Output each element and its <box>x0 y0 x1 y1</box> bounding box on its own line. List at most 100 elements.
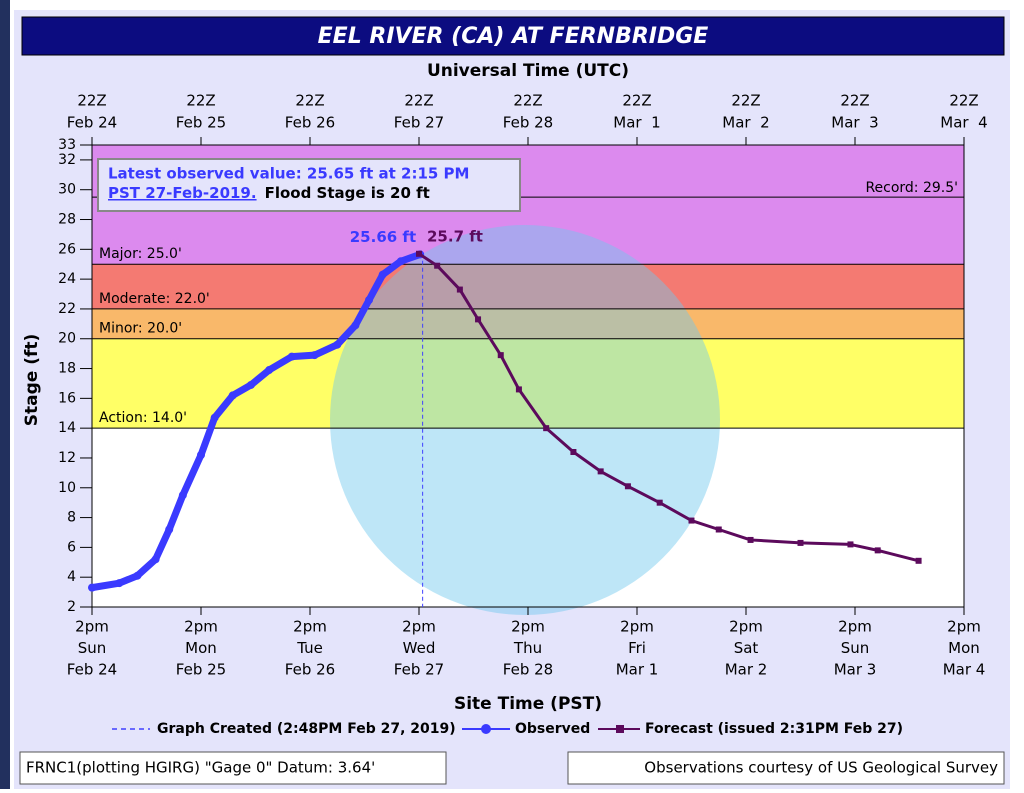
top-x-tick-label: Mar 3 <box>831 114 878 132</box>
x-tick-label: 2pm <box>511 618 545 636</box>
watermark <box>330 225 720 615</box>
forecast-point <box>570 449 577 456</box>
info-box <box>97 158 521 212</box>
observed-point <box>265 366 274 375</box>
footer-box <box>19 751 447 785</box>
flood-label: Moderate: 22.0' <box>99 291 210 307</box>
top-x-tick-label: Mar 2 <box>722 114 769 132</box>
chart-title: EEL RIVER (CA) AT FERNBRIDGE <box>318 24 709 49</box>
top-x-tick-label: 22Z <box>731 92 760 110</box>
top-x-tick-label: Mar 1 <box>613 114 660 132</box>
x-tick-label: Feb 27 <box>394 661 444 679</box>
top-x-tick-label: 22Z <box>840 92 869 110</box>
x-tick-label: Feb 26 <box>285 661 335 679</box>
x-tick-label: Mon <box>948 639 980 657</box>
x-tick-label: 2pm <box>402 618 436 636</box>
y-tick-label: 24 <box>58 271 76 287</box>
observed-point <box>228 391 237 400</box>
observed-point <box>133 571 142 580</box>
top-x-tick-label: 22Z <box>404 92 433 110</box>
forecast-point <box>874 547 881 554</box>
observed-point <box>197 450 205 459</box>
observed-point <box>88 583 96 592</box>
observed-point <box>151 555 160 564</box>
y-tick-label: 10 <box>58 480 76 496</box>
forecast-point <box>475 316 482 323</box>
flood-label: Minor: 20.0' <box>99 321 182 337</box>
flood-band <box>92 308 964 339</box>
x-tick-label: Sun <box>78 639 107 657</box>
forecast-point <box>456 286 463 293</box>
x-tick-label: Sun <box>841 639 870 657</box>
forecast-point <box>747 536 754 543</box>
top-x-tick-label: 22Z <box>295 92 324 110</box>
y-tick-label: 4 <box>67 569 76 585</box>
forecast-point <box>797 539 804 546</box>
record-label: Record: 29.5' <box>865 180 958 196</box>
plot-area: Action: 14.0' Minor: 20.0' Moderate: 22.0'… <box>58 92 988 679</box>
x-tick-label: Sat <box>734 639 759 657</box>
top-x-tick-label: Mar 4 <box>940 114 987 132</box>
observed-point <box>396 257 405 266</box>
x-tick-label: Tue <box>296 639 323 657</box>
x-tick-label: Feb 25 <box>176 661 226 679</box>
info-date: PST 27-Feb-2019. <box>108 184 257 202</box>
flood-label: Action: 14.0' <box>99 410 187 426</box>
x-tick-label: Mar 4 <box>943 661 986 679</box>
observed-point <box>365 295 374 304</box>
info-line: Latest observed value: 25.65 ft at 2:15 … <box>108 165 469 183</box>
top-x-tick-label: Feb 26 <box>285 114 335 132</box>
observed-point <box>333 340 342 349</box>
x-tick-label: 2pm <box>75 618 109 636</box>
observed-point <box>287 352 296 361</box>
y-tick-label: 16 <box>58 390 76 406</box>
x-tick-label: 2pm <box>620 618 654 636</box>
y-tick-label: 18 <box>58 361 76 377</box>
x-tick-label: Mar 3 <box>834 661 877 679</box>
top-x-tick-label: Feb 24 <box>67 114 117 132</box>
observed-point <box>165 525 174 534</box>
top-x-tick-label: 22Z <box>622 92 651 110</box>
footer-box <box>567 751 1005 785</box>
series-line <box>417 252 921 563</box>
forecast-point <box>688 517 695 524</box>
observed-point <box>115 579 124 588</box>
title-bar <box>21 16 1005 56</box>
y-tick-label: 22 <box>58 301 76 317</box>
flood-label: Major: 25.0' <box>99 246 182 262</box>
y-tick-label: 20 <box>58 331 76 347</box>
top-x-tick-label: Feb 27 <box>394 114 444 132</box>
observed-point <box>378 270 387 279</box>
x-tick-label: Mon <box>185 639 217 657</box>
x-tick-label: Feb 28 <box>503 661 553 679</box>
forecast-point <box>515 386 522 393</box>
observed-point <box>310 351 319 360</box>
top-x-tick-label: Feb 28 <box>503 114 553 132</box>
footer-left: FRNC1(plotting HGIRG) "Gage 0" Datum: 3.… <box>26 759 375 777</box>
x-tick-label: 2pm <box>184 618 218 636</box>
observed-point <box>178 491 187 500</box>
left-edge <box>0 0 10 789</box>
flood-stage-text: Flood Stage is 20 ft <box>265 184 430 202</box>
forecast-point <box>416 250 422 257</box>
y-tick-label: 33 <box>58 137 76 153</box>
info-line: PST 27-Feb-2019. Flood Stage is 20 ft <box>108 184 430 202</box>
top-x-tick-label: 22Z <box>949 92 978 110</box>
forecast-point <box>715 526 722 533</box>
top-x-tick-label: 22Z <box>77 92 106 110</box>
flood-band <box>92 264 964 309</box>
top-x-tick-label: 22Z <box>513 92 542 110</box>
forecast-point <box>847 541 854 548</box>
y-tick-label: 32 <box>58 152 76 168</box>
annotation: 25.7 ft <box>427 227 483 245</box>
top-x-tick-label: 22Z <box>186 92 215 110</box>
forecast-point <box>656 499 663 506</box>
observed-point <box>246 380 255 389</box>
forecast-point <box>624 483 631 490</box>
y-tick-label: 2 <box>67 599 76 615</box>
forecast-point <box>497 352 504 359</box>
x-tick-label: 2pm <box>947 618 981 636</box>
x-tick-label: Thu <box>513 639 542 657</box>
